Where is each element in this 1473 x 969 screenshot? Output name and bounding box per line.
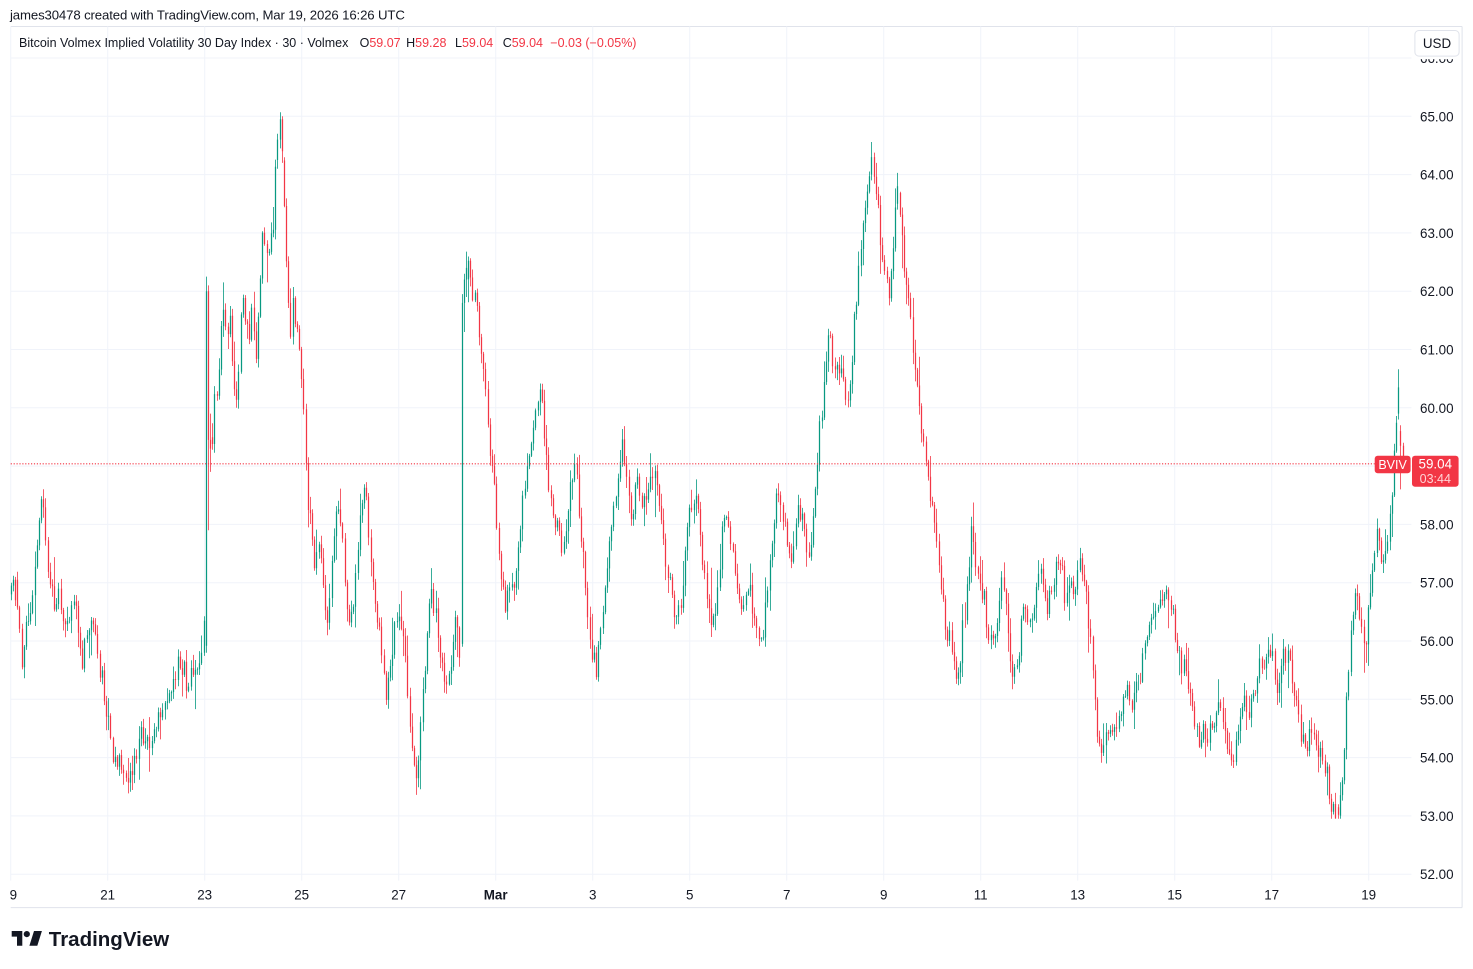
svg-text:Mar: Mar [484, 888, 509, 903]
svg-text:17: 17 [1264, 888, 1279, 903]
svg-text:53.00: 53.00 [1420, 809, 1454, 824]
svg-text:60.00: 60.00 [1420, 401, 1454, 416]
svg-text:9: 9 [10, 888, 17, 903]
svg-text:54.00: 54.00 [1420, 751, 1454, 766]
svg-text:15: 15 [1167, 888, 1182, 903]
svg-text:C59.04: C59.04 [503, 36, 543, 50]
svg-text:03:44: 03:44 [1420, 472, 1451, 486]
svg-text:21: 21 [100, 888, 115, 903]
svg-text:11: 11 [974, 888, 988, 903]
svg-text:62.00: 62.00 [1420, 284, 1454, 299]
svg-text:james30478 created with Tradin: james30478 created with TradingView.com,… [9, 8, 405, 23]
svg-text:58.00: 58.00 [1420, 517, 1454, 532]
svg-text:61.00: 61.00 [1420, 343, 1454, 358]
svg-text:Bitcoin Volmex Implied Volatil: Bitcoin Volmex Implied Volatility 30 Day… [19, 36, 349, 50]
svg-text:TradingView: TradingView [49, 928, 169, 951]
svg-text:5: 5 [686, 888, 693, 903]
svg-text:USD: USD [1423, 36, 1452, 51]
svg-text:L59.04: L59.04 [455, 36, 493, 50]
svg-text:59.04: 59.04 [1419, 456, 1453, 471]
svg-text:−0.03 (−0.05%): −0.03 (−0.05%) [550, 36, 636, 50]
svg-text:7: 7 [783, 888, 790, 903]
svg-text:65.00: 65.00 [1420, 109, 1454, 124]
svg-text:27: 27 [391, 888, 406, 903]
svg-text:3: 3 [589, 888, 596, 903]
svg-text:O59.07: O59.07 [360, 36, 401, 50]
svg-text:13: 13 [1070, 888, 1085, 903]
svg-text:25: 25 [294, 888, 309, 903]
svg-text:57.00: 57.00 [1420, 576, 1454, 591]
svg-text:H59.28: H59.28 [406, 36, 446, 50]
svg-text:19: 19 [1361, 888, 1376, 903]
svg-text:BVIV: BVIV [1378, 458, 1407, 472]
svg-text:55.00: 55.00 [1420, 692, 1454, 707]
svg-text:63.00: 63.00 [1420, 226, 1454, 241]
svg-text:64.00: 64.00 [1420, 168, 1454, 183]
svg-text:9: 9 [880, 888, 887, 903]
svg-text:52.00: 52.00 [1420, 867, 1454, 882]
svg-text:56.00: 56.00 [1420, 634, 1454, 649]
svg-text:23: 23 [197, 888, 212, 903]
